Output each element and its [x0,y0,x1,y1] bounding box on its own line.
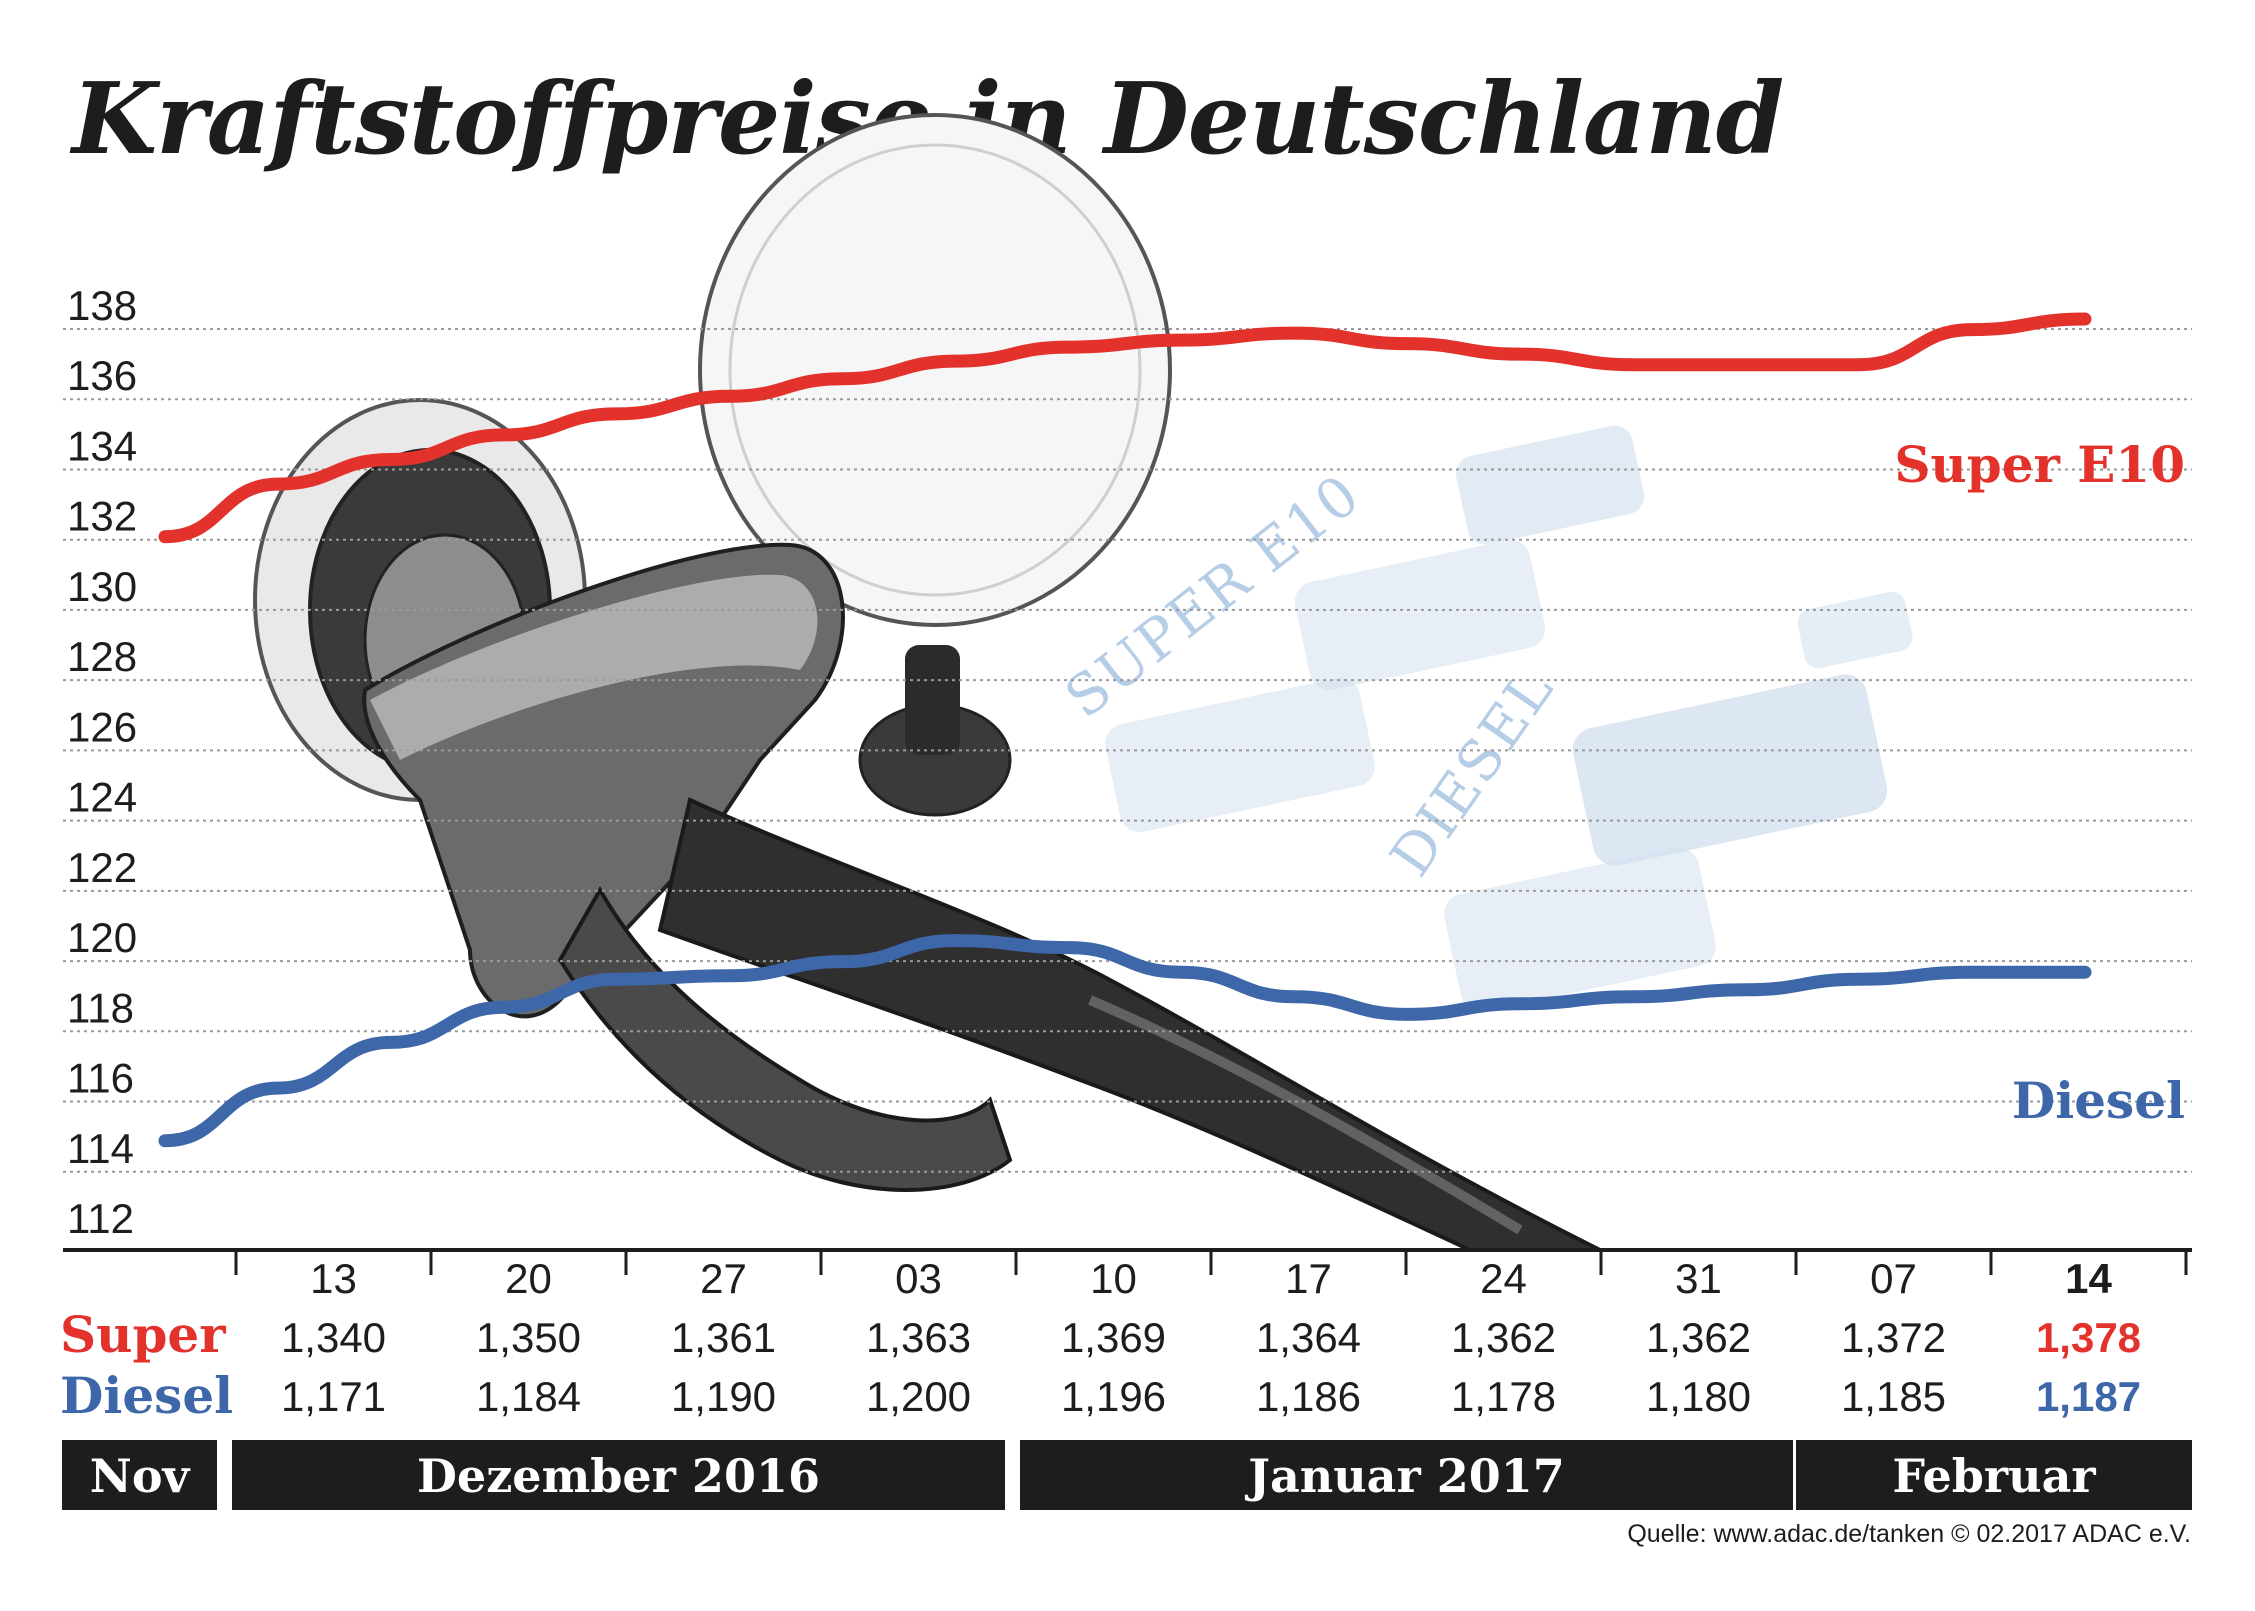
x-tick-label: 10 [1090,1255,1137,1302]
x-tick-label: 24 [1480,1255,1527,1302]
x-axis: 13 20 27 03 10 17 24 31 07 14 [63,1248,2192,1302]
pump-display-decoration: SUPER E10 DIESEL [1054,425,1913,1012]
value-cell: 1,340 [281,1314,386,1361]
month-label: Januar 2017 [1244,1449,1565,1503]
month-label: Nov [90,1449,191,1503]
month-bar [62,1440,217,1510]
x-tick-label: 17 [1285,1255,1332,1302]
x-tick-label: 13 [310,1255,357,1302]
y-tick-label: 138 [67,282,137,329]
month-bar [1796,1440,2192,1510]
value-cell: 1,372 [1841,1314,1946,1361]
y-tick-label: 130 [67,563,137,610]
row-label-super: Super [60,1305,226,1364]
fuel-nozzle-illustration [253,113,1601,1252]
y-tick-label: 116 [67,1055,134,1102]
value-cell: 1,196 [1061,1373,1166,1420]
value-cell: 1,362 [1646,1314,1751,1361]
legend-diesel: Diesel [2012,1071,2185,1130]
value-cell: 1,369 [1061,1314,1166,1361]
month-label: Dezember 2016 [417,1449,820,1503]
x-tick-label: 14 [2065,1255,2112,1302]
value-cell: 1,364 [1256,1314,1361,1361]
y-tick-label: 132 [67,493,137,540]
y-tick-label: 128 [67,633,137,680]
y-tick-label: 136 [67,352,137,399]
month-bar [1020,1440,1793,1510]
y-tick-label: 112 [67,1195,134,1242]
x-tick-label: 31 [1675,1255,1722,1302]
value-cell: 1,187 [2036,1373,2141,1420]
decoration-diesel-text: DIESEL [1378,657,1567,888]
value-cell: 1,186 [1256,1373,1361,1420]
value-cell: 1,200 [866,1373,971,1420]
month-bars: Nov Dezember 2016 Januar 2017 Februar [62,1440,2192,1510]
value-cell: 1,378 [2036,1314,2141,1361]
x-tick-label: 07 [1870,1255,1917,1302]
y-tick-label: 114 [67,1125,134,1172]
series-line-super-e10 [158,312,2092,544]
x-tick-label: 20 [505,1255,552,1302]
value-cell: 1,180 [1646,1373,1751,1420]
value-cell: 1,350 [476,1314,581,1361]
x-tick-label: 03 [895,1255,942,1302]
month-bar [232,1440,1005,1510]
value-cell: 1,184 [476,1373,581,1420]
y-axis: 112 114 116 118 120 122 124 126 128 130 132 134 136 1… [67,282,137,1242]
value-cell: 1,363 [866,1314,971,1361]
y-tick-label: 134 [67,422,137,469]
y-tick-label: 124 [67,774,137,821]
y-tick-label: 122 [67,844,137,891]
value-cell: 1,362 [1451,1314,1556,1361]
month-label: Februar [1892,1449,2096,1503]
y-tick-label: 126 [67,703,137,750]
source-note: Quelle: www.adac.de/tanken © 02.2017 ADA… [1627,1520,2191,1548]
series-line-diesel [158,934,2092,1148]
y-tick-label: 120 [67,914,137,961]
value-cell: 1,171 [281,1373,386,1420]
x-tick-label: 27 [700,1255,747,1302]
series-lines [158,312,2092,1148]
value-table: 1,340 1,350 1,361 1,363 1,369 1,364 1,362 1,362… [281,1314,2141,1420]
value-cell: 1,190 [671,1373,776,1420]
y-tick-label: 118 [67,984,134,1031]
value-cell: 1,361 [671,1314,776,1361]
value-cell: 1,185 [1841,1373,1946,1420]
value-cell: 1,178 [1451,1373,1556,1420]
legend-super-e10: Super E10 [1894,435,2185,494]
row-label-diesel: Diesel [60,1366,233,1425]
